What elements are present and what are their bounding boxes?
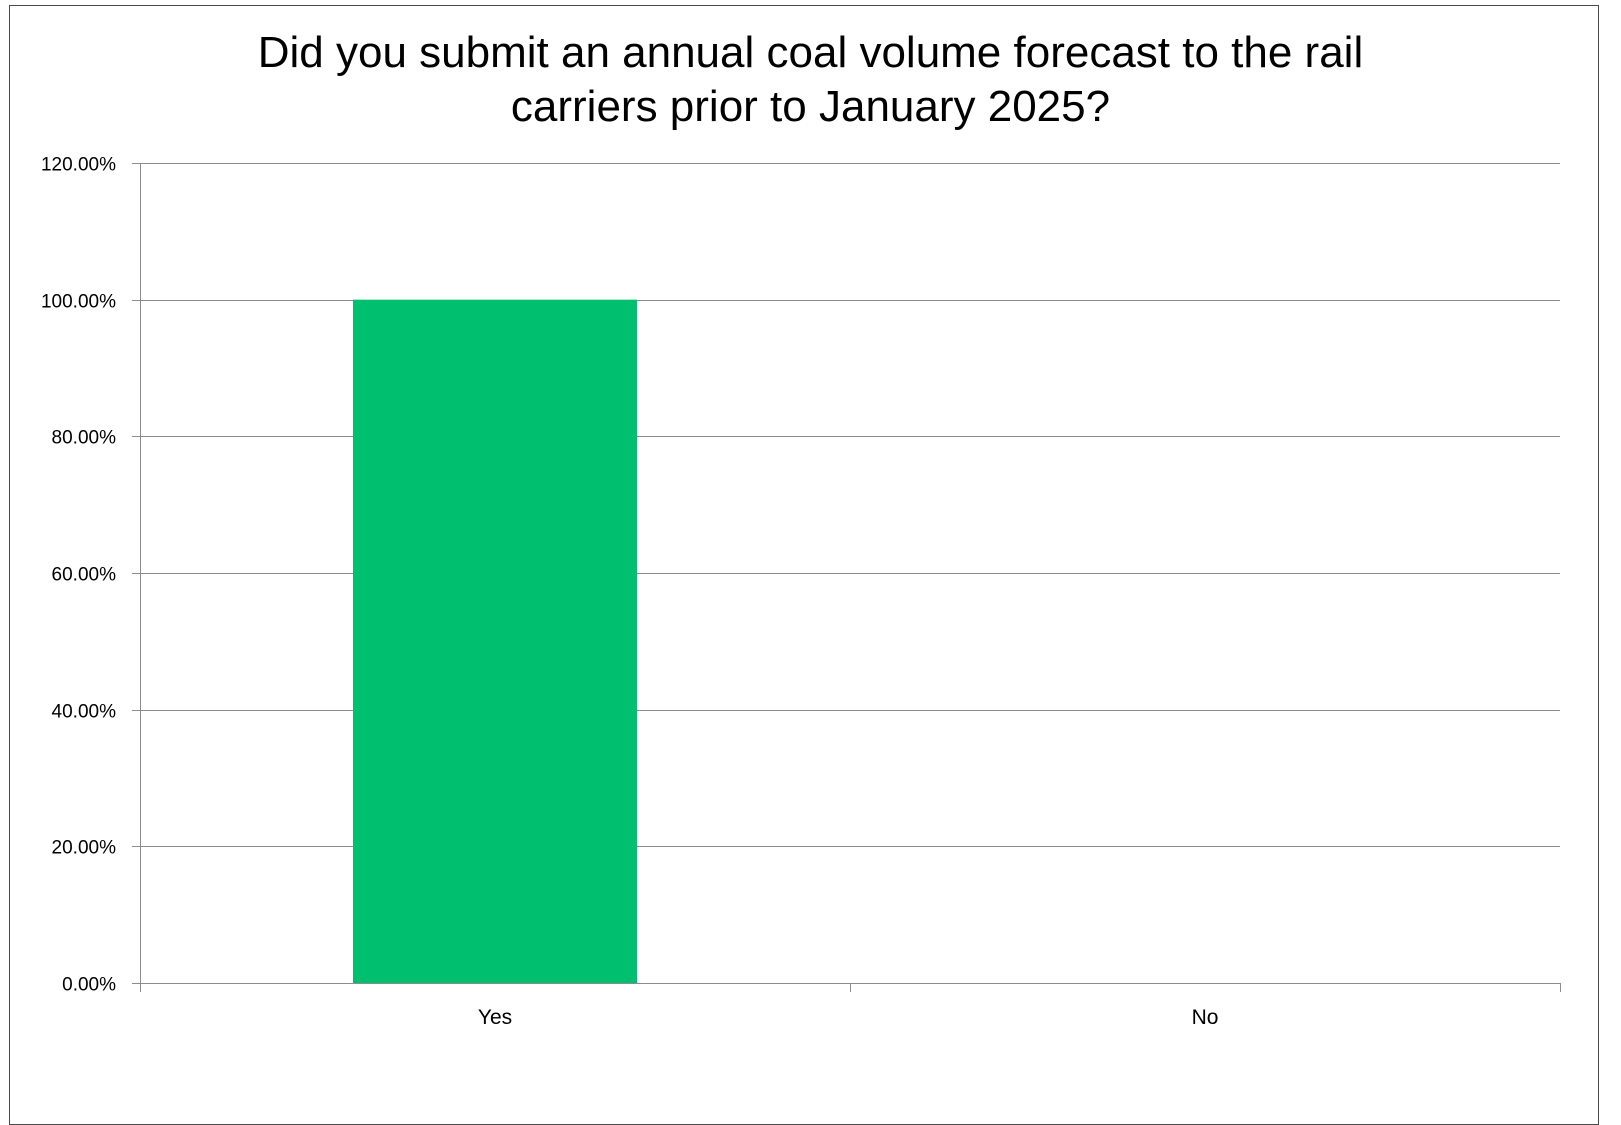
chart-title-line-2: carriers prior to January 2025? xyxy=(510,82,1111,131)
chart-title: Did you submit an annual coal volume for… xyxy=(0,26,1621,134)
x-category-label: Yes xyxy=(478,1006,512,1029)
labels: 0.00% 20.00% 40.00% 60.00% 80.00% 100.00% 120.… xyxy=(41,155,1218,1030)
chart-title-line-1: Did you submit an annual coal volume for… xyxy=(257,28,1364,77)
y-tick-label: 80.00% xyxy=(52,428,117,449)
y-tick-label: 20.00% xyxy=(52,838,117,859)
x-category-label: No xyxy=(1192,1006,1219,1029)
y-tick-label: 0.00% xyxy=(62,975,116,996)
y-tick-label: 60.00% xyxy=(52,565,117,586)
y-tick-label: 100.00% xyxy=(41,292,116,313)
y-tick-label: 120.00% xyxy=(41,155,116,176)
bar-yes xyxy=(353,299,637,984)
y-tick-label: 40.00% xyxy=(52,702,117,723)
axes xyxy=(132,163,1561,992)
bars xyxy=(353,299,637,984)
bar-chart: 0.00% 20.00% 40.00% 60.00% 80.00% 100.00% 120.… xyxy=(41,155,1561,1030)
